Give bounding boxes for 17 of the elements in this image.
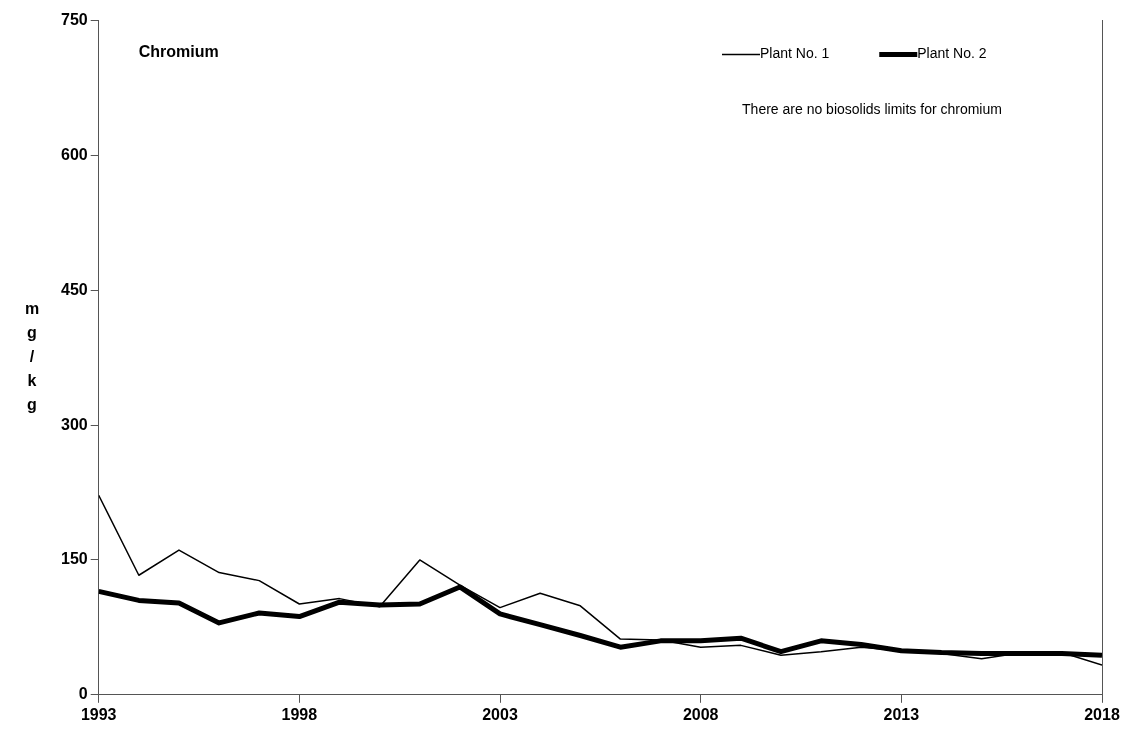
y-tick-label: 600 (60, 145, 88, 163)
x-tick-label: 1993 (80, 705, 117, 723)
x-tick-label: 2018 (1084, 705, 1120, 723)
legend-label: Plant No. 2 (917, 45, 987, 62)
legend-label: Plant No. 1 (760, 45, 830, 62)
y-tick-label: 300 (60, 415, 88, 433)
y-tick-label: 150 (60, 550, 88, 568)
y-tick-label: 450 (60, 280, 88, 298)
x-tick-label: 2003 (482, 705, 518, 723)
x-tick-label: 2013 (883, 705, 920, 723)
annotation: There are no biosolids limits for chromium (742, 101, 1002, 118)
x-tick-label: 2008 (682, 705, 719, 723)
y-tick-label: 0 (78, 685, 88, 703)
y-axis-title: mg/kg (24, 300, 40, 414)
y-tick-label: 750 (60, 11, 88, 29)
text: Chromium (138, 43, 219, 61)
x-tick-label: 1998 (281, 705, 318, 723)
